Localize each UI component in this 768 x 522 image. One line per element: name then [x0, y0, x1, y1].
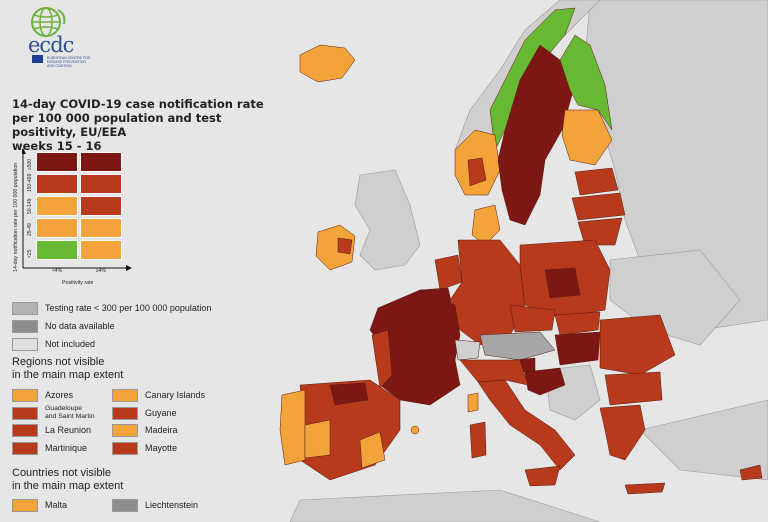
- legend-swatch: [12, 499, 38, 512]
- hungary: [554, 331, 601, 366]
- matrix-cell: [36, 196, 78, 216]
- legend-swatch: [112, 499, 138, 512]
- legend-label: Guyane: [145, 407, 177, 418]
- matrix-x-axis-title: Positivity rate: [62, 280, 94, 286]
- ecdc-logo: [12, 6, 92, 64]
- legend-swatch: [112, 424, 138, 437]
- regions-heading: Regions not visible in the main map exte…: [12, 356, 124, 381]
- legend-swatch: [12, 424, 38, 437]
- france-west: [371, 329, 393, 389]
- crete: [624, 482, 666, 495]
- matrix-cell: [80, 218, 122, 238]
- cyprus: [739, 464, 763, 481]
- estonia: [574, 167, 619, 196]
- ireland: [315, 224, 356, 271]
- legend-label: Guadeloupe and Saint Martin: [45, 404, 95, 420]
- poland-dark: [544, 267, 581, 299]
- sicily: [524, 465, 561, 487]
- legend-label: Mayotte: [145, 442, 178, 453]
- latvia: [571, 192, 626, 221]
- italy-north: [459, 359, 529, 386]
- legend-swatch: [12, 406, 38, 420]
- north-africa-land: [289, 489, 601, 522]
- legend-swatch: [12, 302, 38, 315]
- legend-label: Not included: [45, 339, 96, 349]
- portugal: [279, 389, 306, 466]
- legend-swatch: [12, 320, 38, 333]
- iceland: [299, 44, 356, 83]
- logo-wordmark: ecdc: [28, 33, 74, 57]
- countries-heading: Countries not visible in the main map ex…: [12, 467, 124, 492]
- matrix-positivity-band-label: <4%: [52, 268, 63, 274]
- legend-label: Liechtenstein: [145, 500, 199, 510]
- balearic-islands: [410, 425, 420, 435]
- croatia: [524, 367, 566, 396]
- matrix-cell: [36, 218, 78, 238]
- legend-label: Malta: [45, 500, 68, 510]
- legend-label: Testing rate < 300 per 100 000 populatio…: [45, 303, 212, 313]
- denmark: [471, 204, 501, 246]
- matrix-cell: [36, 240, 78, 260]
- finland-north: [559, 34, 613, 131]
- ireland-region: [337, 237, 353, 255]
- sweden: [497, 44, 573, 226]
- legend-swatch: [112, 441, 138, 455]
- uk-land: [354, 169, 421, 271]
- matrix-cell: [80, 152, 122, 172]
- slovakia: [554, 311, 601, 336]
- matrix-axes: [22, 148, 132, 271]
- czechia: [509, 304, 556, 333]
- matrix-cell: [80, 240, 122, 260]
- globe-icon: [31, 7, 66, 37]
- matrix-y-axis-title: 14-day notification rate per 100 000 pop…: [13, 162, 19, 272]
- germany: [449, 239, 526, 346]
- legend-swatch: [112, 406, 138, 420]
- austria: [479, 331, 556, 361]
- norway-southwest: [467, 157, 487, 187]
- legend-swatch: [112, 389, 138, 402]
- matrix-cell: [80, 174, 122, 194]
- bulgaria: [604, 371, 663, 406]
- matrix-positivity-band-label: ≥4%: [96, 268, 106, 274]
- sardinia: [469, 421, 487, 459]
- legend-label: Azores: [45, 390, 74, 400]
- greece: [599, 404, 646, 461]
- matrix-cell: [80, 196, 122, 216]
- lithuania: [577, 217, 623, 246]
- spain-south-east: [359, 431, 386, 469]
- legend-label: Madeira: [145, 425, 178, 435]
- romania: [599, 314, 676, 376]
- turkey-land: [639, 399, 768, 481]
- legend-label: Martinique: [45, 442, 88, 453]
- spain-north: [329, 382, 369, 406]
- legend-swatch: [12, 389, 38, 402]
- matrix-cell: [36, 174, 78, 194]
- finland-south: [561, 109, 613, 166]
- italy-peninsula: [477, 379, 576, 471]
- norway: [489, 7, 576, 151]
- portugal-inland: [304, 419, 331, 459]
- legend-label: No data available: [45, 321, 115, 331]
- legend-label: Canary Islands: [145, 390, 206, 400]
- legend-swatch: [12, 338, 38, 351]
- map-title: 14-day COVID-19 case notification rate p…: [12, 97, 264, 153]
- corsica: [467, 392, 479, 413]
- logo-subtitle: EUROPEAN CENTRE FOR DISEASE PREVENTION A…: [47, 56, 91, 68]
- legend-label: La Reunion: [45, 425, 92, 435]
- matrix-cell: [36, 152, 78, 172]
- netherlands: [434, 254, 463, 291]
- eu-flag-icon: [32, 55, 43, 63]
- legend-swatch: [12, 441, 38, 455]
- switzerland: [454, 339, 481, 361]
